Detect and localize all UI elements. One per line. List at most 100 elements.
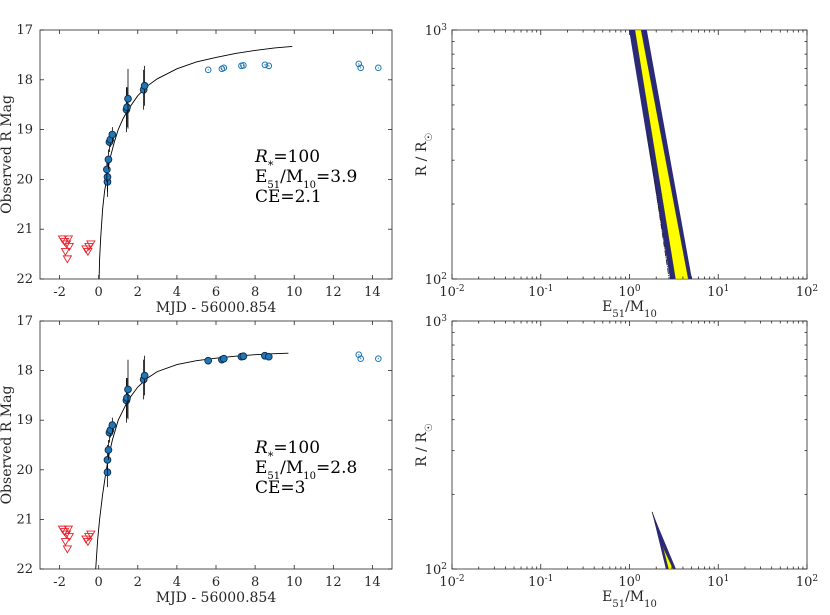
y-axis-label: Observed R Mag bbox=[0, 95, 15, 214]
detection-point bbox=[108, 130, 117, 139]
best-fit-line bbox=[647, 134, 670, 279]
y-tick-label: 103 bbox=[425, 314, 448, 330]
upper-limit-marker bbox=[63, 235, 74, 244]
contour-region bbox=[651, 511, 676, 569]
late-point-center bbox=[207, 69, 209, 71]
late-point-center bbox=[358, 354, 360, 356]
late-point bbox=[355, 351, 363, 359]
y-tick-label: 19 bbox=[16, 123, 33, 138]
late-point-center bbox=[268, 65, 270, 67]
x-tick-label: 2 bbox=[134, 285, 142, 300]
x-tick-label: 12 bbox=[325, 575, 342, 590]
plot-frame bbox=[451, 320, 808, 570]
x-tick-label: 102 bbox=[796, 284, 818, 300]
upper-limit-marker bbox=[86, 240, 96, 249]
y-tick-label: 102 bbox=[425, 562, 447, 578]
late-point-center bbox=[223, 67, 225, 69]
x-tick-label: 10-1 bbox=[528, 574, 553, 590]
y-tick-label: 103 bbox=[425, 23, 448, 39]
detection-point bbox=[239, 352, 248, 361]
late-point-center bbox=[377, 358, 379, 360]
annotation-energy-ratio: E51/M10=2.8 bbox=[255, 458, 357, 482]
detection-point bbox=[204, 356, 213, 365]
x-tick-label: 6 bbox=[212, 285, 220, 300]
x-tick-label: 8 bbox=[251, 575, 259, 590]
detection-point bbox=[104, 446, 113, 454]
y-tick-label: 22 bbox=[16, 562, 33, 577]
late-point-center bbox=[242, 64, 244, 66]
upper-limit-marker bbox=[60, 247, 71, 257]
x-axis-label: MJD - 56000.854 bbox=[156, 300, 277, 316]
model-curve bbox=[95, 352, 289, 570]
x-tick-label: -2 bbox=[53, 575, 66, 590]
x-tick-label: 102 bbox=[796, 574, 818, 590]
late-point bbox=[357, 355, 365, 362]
x-tick-label: 100 bbox=[618, 284, 641, 300]
detection-point bbox=[108, 421, 117, 430]
upper-limit-marker bbox=[63, 525, 74, 534]
best-fit-line bbox=[651, 511, 657, 526]
late-point bbox=[265, 62, 273, 70]
y-tick-label: 17 bbox=[16, 23, 33, 38]
x-tick-label: 4 bbox=[173, 575, 181, 590]
x-tick-label: 10 bbox=[286, 285, 303, 300]
detection-point bbox=[103, 456, 112, 464]
contour-region bbox=[629, 30, 692, 279]
detection-point bbox=[123, 103, 131, 112]
y-axis-label: Observed R Mag bbox=[0, 386, 15, 505]
y-tick-label: 18 bbox=[16, 73, 33, 88]
detection-point bbox=[123, 394, 131, 402]
annotation-radius: R*=100 bbox=[254, 438, 320, 463]
detection-point bbox=[103, 173, 112, 181]
x-tick-label: 12 bbox=[325, 285, 342, 300]
late-point bbox=[375, 64, 382, 72]
x-tick-label: 10-1 bbox=[528, 284, 553, 300]
upper-limit-marker bbox=[60, 538, 71, 547]
late-point bbox=[355, 60, 363, 68]
y-tick-label: 102 bbox=[425, 272, 447, 288]
x-axis-label: MJD - 56000.854 bbox=[156, 590, 277, 606]
late-point bbox=[220, 64, 228, 72]
y-axis-label: R / R☉ bbox=[414, 423, 435, 467]
upper-limit-marker bbox=[62, 255, 73, 264]
x-tick-label: 2 bbox=[134, 575, 142, 590]
x-tick-label: 101 bbox=[707, 574, 729, 590]
detection-point bbox=[124, 94, 132, 103]
late-point-center bbox=[360, 358, 362, 360]
chart-bottom-left: -2 0 2 4 6 8 10 12 14 17 18 19 20 21 22 MJD - 56000.854… bbox=[0, 314, 393, 606]
late-point bbox=[375, 355, 382, 362]
detection-point bbox=[219, 354, 228, 363]
detection-point bbox=[124, 385, 132, 394]
late-point bbox=[204, 66, 212, 74]
chart-top-left: -2 0 2 4 6 8 10 12 14 17 18 19 20 21 22 MJD - 56000.854… bbox=[0, 23, 393, 316]
upper-limit-marker bbox=[64, 242, 75, 252]
detection-point bbox=[140, 371, 149, 380]
annotation-ce: CE=3 bbox=[255, 478, 305, 498]
detection-point bbox=[104, 155, 113, 164]
x-tick-label: 4 bbox=[173, 285, 181, 300]
late-point-center bbox=[264, 64, 266, 66]
late-point bbox=[240, 62, 247, 69]
x-axis-label: E51/M10 bbox=[602, 299, 657, 320]
x-tick-label: 0 bbox=[95, 285, 103, 300]
upper-limit-marker bbox=[86, 530, 96, 539]
y-tick-label: 22 bbox=[16, 272, 33, 287]
confidence-band-inner bbox=[634, 30, 689, 279]
x-tick-label: 14 bbox=[364, 575, 381, 590]
chart-top-right: 10-2 10-1 100 101 102 102 103 E51/M10 R / R☉ bbox=[414, 23, 818, 320]
late-point-center bbox=[358, 63, 360, 65]
upper-limit-marker bbox=[64, 533, 75, 542]
confidence-band-outer bbox=[652, 514, 676, 569]
annotation-energy-ratio: E51/M10=3.9 bbox=[255, 167, 357, 191]
annotation-ce: CE=2.1 bbox=[255, 187, 322, 207]
model-curve bbox=[98, 45, 293, 280]
upper-limit-marker bbox=[61, 240, 72, 249]
detection-point bbox=[103, 165, 111, 174]
x-tick-label: 8 bbox=[251, 285, 259, 300]
x-tick-label: 101 bbox=[707, 284, 729, 300]
chart-bottom-right: 10-2 10-1 100 101 102 102 103 E51/M10 R / R☉ bbox=[414, 314, 818, 610]
plot-frame bbox=[39, 29, 393, 280]
plot-frame bbox=[451, 29, 808, 280]
upper-limit-marker bbox=[61, 530, 72, 539]
late-point-center bbox=[377, 67, 379, 69]
